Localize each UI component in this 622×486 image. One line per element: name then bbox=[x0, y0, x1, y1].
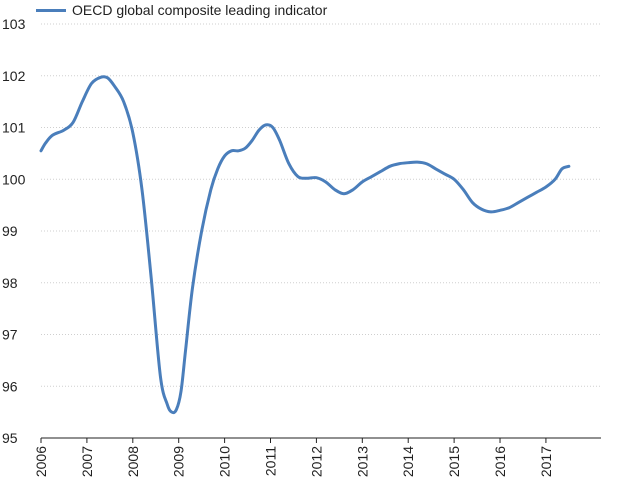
y-tick-label: 102 bbox=[2, 68, 26, 84]
y-axis-ticks: 95 96 97 98 99 100 101 102 103 bbox=[2, 16, 26, 446]
y-tick-label: 97 bbox=[2, 327, 18, 343]
grid-lines bbox=[41, 23, 601, 387]
series-line bbox=[39, 75, 571, 415]
x-tick-label: 2006 bbox=[33, 446, 49, 477]
y-tick-label: 95 bbox=[2, 430, 18, 446]
x-tick-label: 2014 bbox=[400, 446, 416, 477]
x-tick-label: 2016 bbox=[492, 446, 508, 477]
y-tick-label: 103 bbox=[2, 16, 26, 32]
x-tick-label: 2010 bbox=[217, 446, 233, 477]
legend: OECD global composite leading indicator bbox=[36, 2, 327, 18]
x-tick-label: 2009 bbox=[171, 446, 187, 477]
x-axis bbox=[40, 437, 601, 443]
y-tick-label: 96 bbox=[2, 378, 18, 394]
legend-label: OECD global composite leading indicator bbox=[72, 2, 328, 18]
x-tick-label: 2012 bbox=[308, 446, 324, 477]
x-axis-ticks: 2006 2007 2008 2009 2010 2011 2012 2013 2014 2015… bbox=[33, 446, 554, 477]
y-tick-label: 99 bbox=[2, 223, 18, 239]
x-tick-label: 2017 bbox=[538, 446, 554, 477]
y-tick-label: 100 bbox=[2, 171, 26, 187]
y-tick-label: 101 bbox=[2, 120, 26, 136]
x-tick-label: 2013 bbox=[354, 446, 370, 477]
x-tick-label: 2008 bbox=[125, 446, 141, 477]
series-group bbox=[39, 75, 571, 415]
x-tick-label: 2015 bbox=[446, 446, 462, 477]
x-tick-label: 2011 bbox=[263, 446, 279, 476]
legend-swatch bbox=[36, 8, 66, 12]
y-tick-label: 98 bbox=[2, 275, 18, 291]
x-tick-label: 2007 bbox=[79, 446, 95, 477]
